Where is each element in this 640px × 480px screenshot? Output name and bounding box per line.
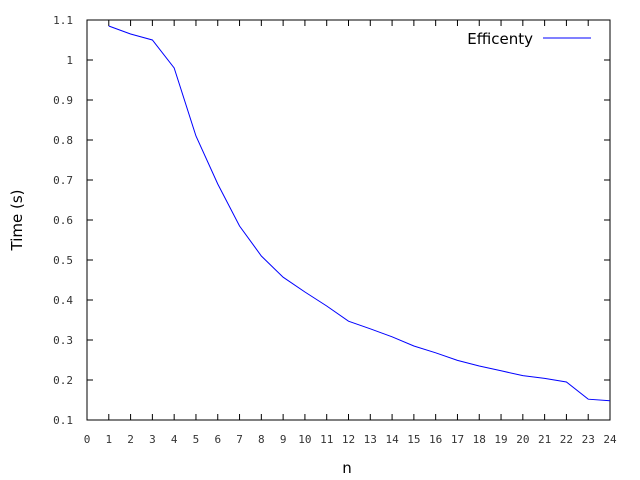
y-tick-label: 0.2 — [53, 374, 73, 387]
x-tick-label: 22 — [560, 433, 573, 446]
y-tick-label: 0.1 — [53, 414, 73, 427]
x-tick-label: 12 — [342, 433, 355, 446]
plot-frame — [86, 19, 611, 421]
x-tick-label: 2 — [127, 433, 134, 446]
y-tick-labels: 0.1 0.2 0.3 0.4 0.5 0.6 0.7 0.8 0.9 1 1.1 — [53, 14, 73, 427]
x-tick-label: 9 — [280, 433, 287, 446]
x-tick-label: 0 — [84, 433, 91, 446]
y-tick-label: 0.8 — [53, 134, 73, 147]
x-tick-label: 5 — [193, 433, 200, 446]
x-tick-label: 24 — [603, 433, 617, 446]
axis-ticks — [86, 19, 611, 421]
x-axis-label: n — [342, 459, 352, 477]
x-tick-label: 13 — [364, 433, 377, 446]
x-tick-labels: 0 1 2 3 4 5 6 7 8 9 10 11 12 13 14 15 16 17 18 19 20 21 22 23 24 — [84, 433, 617, 446]
x-tick-label: 19 — [494, 433, 507, 446]
x-tick-label: 11 — [320, 433, 333, 446]
x-tick-label: 14 — [385, 433, 399, 446]
legend: Efficenty — [467, 30, 591, 48]
y-tick-label: 0.7 — [53, 174, 73, 187]
x-tick-label: 7 — [236, 433, 243, 446]
x-tick-label: 10 — [298, 433, 311, 446]
x-tick-label: 15 — [407, 433, 420, 446]
x-tick-label: 21 — [538, 433, 551, 446]
x-tick-label: 3 — [149, 433, 156, 446]
y-tick-label: 1 — [66, 54, 73, 67]
x-tick-label: 8 — [258, 433, 265, 446]
x-tick-label: 18 — [473, 433, 486, 446]
x-tick-label: 23 — [582, 433, 595, 446]
y-axis-label: Time (s) — [8, 190, 26, 252]
x-tick-label: 20 — [516, 433, 529, 446]
y-tick-label: 0.5 — [53, 254, 73, 267]
x-tick-label: 1 — [105, 433, 112, 446]
y-tick-label: 1.1 — [53, 14, 73, 27]
y-tick-label: 0.9 — [53, 94, 73, 107]
y-tick-label: 0.4 — [53, 294, 73, 307]
x-tick-label: 4 — [171, 433, 178, 446]
x-tick-label: 6 — [214, 433, 221, 446]
y-tick-label: 0.6 — [53, 214, 73, 227]
series-group — [108, 25, 611, 402]
legend-entry-label: Efficenty — [467, 30, 533, 48]
x-tick-label: 16 — [429, 433, 442, 446]
series-line-efficenty — [108, 25, 611, 402]
x-tick-label: 17 — [451, 433, 464, 446]
y-tick-label: 0.3 — [53, 334, 73, 347]
